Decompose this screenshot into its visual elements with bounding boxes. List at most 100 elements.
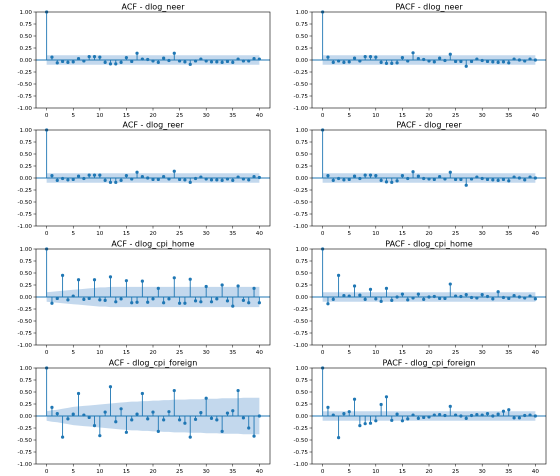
x-tick-label: 35	[505, 350, 513, 356]
marker-lag-16	[130, 418, 134, 422]
marker-lag-25	[453, 413, 458, 417]
marker-lag-12	[108, 180, 113, 184]
x-tick-label: 5	[71, 350, 75, 356]
x-tick-label: 25	[452, 113, 460, 119]
marker-lag-2	[55, 178, 59, 182]
marker-lag-1	[50, 301, 54, 305]
y-tick-label: 1.00	[296, 128, 309, 134]
marker-lag-40	[257, 301, 261, 305]
x-tick-label: 20	[425, 231, 433, 237]
y-tick-label: 0.25	[296, 283, 309, 289]
marker-lag-1	[326, 405, 330, 409]
marker-lag-15	[400, 56, 405, 60]
marker-lag-20	[427, 415, 431, 419]
marker-lag-15	[124, 279, 129, 283]
marker-lag-13	[114, 180, 118, 184]
marker-lag-39	[252, 174, 256, 179]
marker-lag-3	[60, 273, 65, 277]
marker-lag-36	[512, 293, 516, 298]
panel-title: PACF - dlog_cpi_home	[385, 240, 473, 249]
marker-lag-4	[66, 298, 70, 302]
marker-lag-12	[108, 62, 113, 66]
marker-lag-37	[517, 416, 522, 420]
panel-acf-dlog-cpi-foreign: ACF - dlog_cpi_foreign -1.00 -0.75 -0.50 -0.…	[18, 359, 271, 475]
marker-lag-6	[76, 56, 81, 61]
x-tick-label: 40	[532, 231, 540, 237]
marker-lag-13	[390, 418, 394, 422]
marker-lag-36	[512, 416, 516, 420]
marker-lag-30	[204, 396, 208, 400]
marker-lag-31	[209, 178, 214, 182]
y-tick-label: -0.75	[18, 331, 33, 337]
marker-lag-40	[533, 297, 537, 301]
marker-lag-35	[507, 296, 511, 301]
marker-lag-18	[140, 279, 144, 283]
marker-lag-35	[231, 178, 235, 182]
marker-lag-13	[390, 298, 394, 302]
marker-lag-2	[55, 61, 59, 65]
x-tick-label: 5	[71, 469, 75, 475]
marker-lag-32	[491, 178, 495, 182]
marker-lag-27	[464, 64, 468, 68]
marker-lag-39	[252, 56, 256, 61]
marker-lag-19	[422, 57, 426, 62]
x-tick-label: 40	[256, 469, 264, 475]
marker-lag-4	[66, 60, 70, 64]
marker-lag-17	[411, 170, 415, 174]
y-tick-label: -0.25	[294, 307, 309, 313]
marker-lag-32	[491, 60, 495, 64]
marker-lag-20	[151, 177, 155, 182]
marker-lag-26	[459, 294, 463, 299]
x-tick-label: 15	[123, 350, 131, 356]
marker-lag-22	[162, 56, 166, 60]
marker-lag-6	[76, 391, 81, 396]
marker-lag-10	[374, 55, 378, 59]
marker-lag-33	[220, 60, 224, 64]
marker-lag-10	[98, 434, 102, 438]
marker-lag-20	[151, 297, 155, 301]
marker-lag-14	[119, 60, 123, 64]
x-tick-label: 15	[123, 113, 131, 119]
marker-lag-37	[517, 58, 522, 62]
x-tick-label: 10	[96, 469, 104, 475]
marker-lag-32	[215, 60, 219, 64]
x-tick-label: 15	[123, 469, 131, 475]
marker-lag-40	[257, 175, 261, 180]
marker-lag-24	[448, 282, 452, 286]
marker-lag-31	[485, 59, 490, 64]
marker-lag-11	[379, 402, 383, 407]
marker-lag-40	[533, 176, 537, 180]
x-tick-label: 25	[176, 469, 184, 475]
marker-lag-25	[177, 59, 182, 63]
x-tick-label: 5	[347, 350, 351, 356]
x-tick-label: 30	[479, 350, 487, 356]
marker-lag-32	[491, 297, 495, 301]
panel-title: ACF - dlog_cpi_home	[111, 240, 194, 249]
x-tick-label: 0	[321, 231, 325, 237]
marker-lag-8	[363, 297, 367, 301]
marker-lag-2	[55, 296, 59, 301]
marker-lag-3	[60, 59, 65, 64]
marker-lag-34	[225, 177, 230, 181]
marker-lag-13	[390, 180, 394, 184]
x-tick-label: 35	[229, 113, 237, 119]
marker-lag-1	[326, 55, 330, 59]
marker-lag-30	[204, 59, 208, 63]
marker-lag-27	[464, 293, 468, 297]
marker-lag-18	[140, 174, 144, 179]
marker-lag-36	[512, 57, 516, 61]
y-tick-label: 0.75	[20, 378, 33, 384]
marker-lag-39	[528, 57, 532, 61]
marker-lag-8	[363, 422, 367, 426]
marker-lag-16	[406, 298, 410, 302]
marker-lag-30	[204, 177, 208, 181]
marker-lag-26	[459, 59, 463, 64]
x-tick-label: 30	[479, 231, 487, 237]
marker-lag-14	[395, 179, 399, 183]
marker-lag-26	[183, 421, 187, 425]
marker-lag-39	[528, 413, 532, 417]
marker-lag-30	[480, 413, 484, 417]
y-tick-label: -0.25	[18, 188, 33, 194]
marker-lag-2	[55, 412, 59, 416]
